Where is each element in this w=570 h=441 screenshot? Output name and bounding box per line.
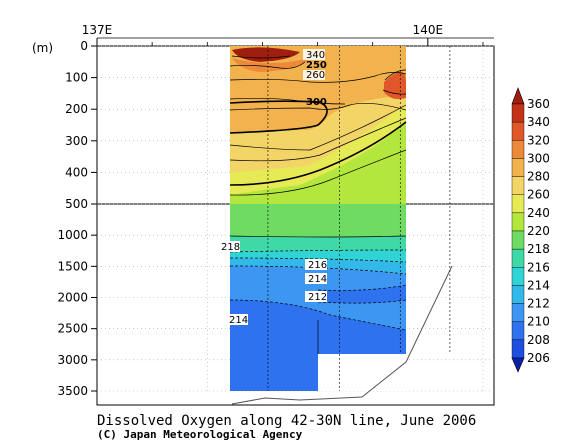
y-tick-label: 0 [80, 39, 88, 53]
colorbar-segment [511, 194, 525, 214]
colorbar-label: 208 [527, 333, 550, 347]
contour-labels: 340 250 260 300 218 216 214 212 214 [218, 49, 327, 326]
contour-line [229, 104, 407, 151]
contour-line [229, 257, 407, 263]
colorbar-label: 320 [527, 133, 550, 147]
missing-data-block [318, 354, 406, 391]
fill-218-band [230, 236, 406, 252]
label-box [218, 241, 240, 252]
upper-panel-fill [230, 46, 406, 204]
colorbar-label: 218 [527, 242, 550, 256]
colorbar-label: 340 [527, 115, 550, 129]
y-tick-label: 100 [65, 71, 88, 85]
contour-label-216: 216 [308, 260, 327, 271]
contour-line-260 [229, 121, 407, 186]
lower-panel-contours [229, 235, 407, 354]
contour-line [229, 299, 407, 331]
y-axis-unit-label: (m) [32, 41, 53, 55]
chart-title: Dissolved Oxygen along 42-30N line, June… [97, 413, 476, 429]
colorbar-label: 260 [527, 188, 550, 202]
colorbar-max-arrow [511, 87, 525, 105]
colorbar-segment [511, 321, 525, 341]
credit-text: (C) Japan Meteorological Agency [97, 428, 303, 441]
contour-line [229, 149, 407, 196]
label-box [226, 314, 248, 325]
contour-line [382, 89, 407, 95]
upper-panel-contours [229, 55, 407, 196]
y-tick-label: 300 [65, 134, 88, 148]
y-tick-label: 2000 [57, 291, 88, 305]
y-axis: 0 100 200 300 400 500 1000 1500 2000 2500 3000 3500 [57, 39, 97, 398]
colorbar-label: 220 [527, 224, 550, 238]
colorbar-segment [511, 303, 525, 322]
contour-line [317, 284, 407, 291]
colorbar-label: 300 [527, 151, 550, 165]
y-tick-label: 1000 [57, 228, 88, 242]
contour-label-250: 250 [306, 60, 327, 71]
colorbar-label: 216 [527, 260, 550, 274]
seafloor-line [231, 265, 453, 405]
y-tick-label: 200 [65, 102, 88, 116]
y-tick-label: 1500 [57, 259, 88, 273]
colorbar-segment [511, 285, 525, 304]
y-tick-label: 3000 [57, 353, 88, 367]
contour-line [317, 299, 407, 304]
colorbar-label: 210 [527, 315, 550, 329]
colorbar-label: 206 [527, 351, 550, 365]
label-box [305, 291, 327, 302]
contour-label-214-deep: 214 [229, 315, 248, 326]
contour-line [384, 69, 407, 81]
contour-line [229, 265, 407, 275]
label-box [305, 273, 327, 284]
contour-line-300 [229, 100, 328, 134]
contour-label-260: 260 [306, 70, 325, 81]
colorbar-segment [511, 103, 525, 123]
colorbar-label: 240 [527, 206, 550, 220]
seafloor [231, 265, 453, 405]
label-box [303, 70, 325, 80]
colorbar: 206 208 210 212 214 216 218 220 240 260 280 300 320 3… [511, 87, 550, 373]
colorbar-label: 212 [527, 297, 550, 311]
fill-210-core [318, 285, 406, 304]
contour-line [229, 235, 407, 238]
colorbar-segment [511, 267, 525, 286]
contour-line [229, 61, 306, 69]
y-tick-label: 2500 [57, 322, 88, 336]
contour-line [231, 55, 291, 59]
fill-220-band [230, 204, 406, 237]
contour-label-340: 340 [306, 50, 325, 61]
label-box [303, 49, 325, 60]
colorbar-segment [511, 121, 525, 141]
colorbar-segment [511, 248, 525, 268]
label-box [305, 259, 327, 270]
colorbar-segment [511, 339, 525, 359]
contour-line [229, 117, 407, 162]
fill-216-band [230, 250, 406, 262]
contour-label-218: 218 [221, 242, 240, 253]
colorbar-label: 360 [527, 97, 550, 111]
contour-line [229, 249, 407, 253]
colorbar-segment [511, 140, 525, 159]
x-tick-label: 137E [82, 23, 113, 37]
y-tick-label: 400 [65, 165, 88, 179]
contour-label-212: 212 [308, 292, 327, 303]
contour-label-300: 300 [306, 97, 327, 108]
x-tick-label: 140E [413, 23, 444, 37]
x-axis: 137E 140E [82, 23, 494, 46]
colorbar-label: 280 [527, 170, 550, 184]
fill-320-surface [232, 58, 310, 72]
colorbar-min-arrow [511, 357, 525, 373]
colorbar-segment [511, 212, 525, 232]
station-lines [267, 46, 451, 391]
y-tick-label: 3500 [57, 384, 88, 398]
y-tick-label: 500 [65, 197, 88, 211]
colorbar-segment [511, 158, 525, 177]
fill-340-surface [232, 47, 300, 62]
colorbar-segment [511, 230, 525, 250]
colorbar-segment [511, 176, 525, 195]
contour-line [229, 72, 407, 83]
contour-label-214: 214 [308, 274, 327, 285]
colorbar-label: 214 [527, 278, 550, 292]
